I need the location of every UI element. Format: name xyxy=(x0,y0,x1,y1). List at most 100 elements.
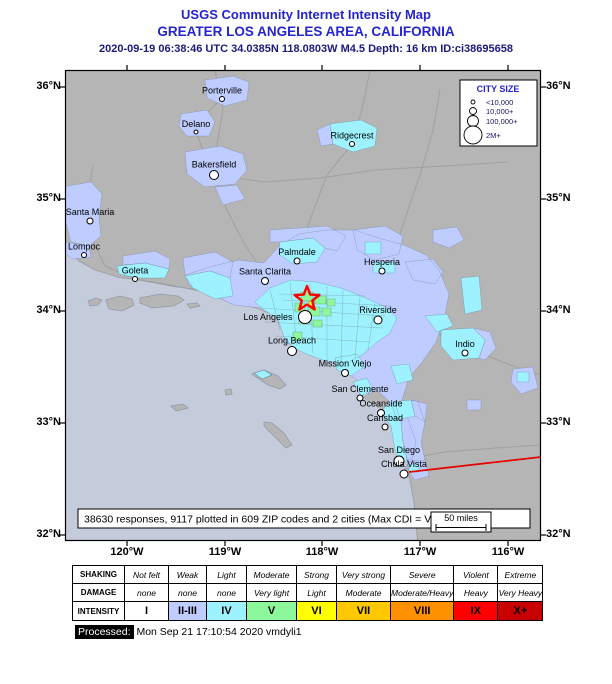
lat-label-right: 32°N xyxy=(546,528,571,540)
city-marker-santa-clarita xyxy=(261,277,269,285)
city-label-santa-maria: Santa Maria xyxy=(66,207,115,217)
legend-cell-intensity-7: IX xyxy=(453,601,499,621)
city-marker-los-angeles xyxy=(298,310,312,324)
city-size-label: 10,000+ xyxy=(486,107,514,116)
city-marker-indio xyxy=(461,349,469,357)
legend-row-label-intensity: INTENSITY xyxy=(72,601,125,621)
intensity-legend-table: SHAKING Not felt Weak Light Moderate Strong Ve… xyxy=(72,565,544,621)
city-label-lompoc: Lompoc xyxy=(68,242,101,252)
legend-cell-shaking-7: Violent xyxy=(453,565,499,584)
city-label-oceanside: Oceanside xyxy=(359,399,402,409)
scale-label: 50 miles xyxy=(444,513,478,523)
legend-cell-damage-2: none xyxy=(206,583,247,602)
processed-value: Mon Sep 21 17:10:54 2020 vmdyli1 xyxy=(136,626,302,638)
lon-label: 119°W xyxy=(208,546,242,558)
legend-cell-intensity-1: II-III xyxy=(168,601,207,621)
legend-cell-shaking-8: Extreme xyxy=(497,565,544,584)
city-size-label: <10,000 xyxy=(486,98,513,107)
city-label-goleta: Goleta xyxy=(122,266,149,276)
legend-cell-shaking-5: Very strong xyxy=(336,565,391,584)
legend-cell-intensity-8: X+ xyxy=(497,601,544,621)
legend-cell-damage-5: Moderate xyxy=(336,583,391,602)
legend-cell-shaking-6: Severe xyxy=(389,565,455,584)
lon-label: 118°W xyxy=(305,546,339,558)
legend-row-label-damage: DAMAGE xyxy=(72,583,125,602)
city-label-delano: Delano xyxy=(182,119,211,129)
map-border xyxy=(64,69,542,542)
city-marker-santa-maria xyxy=(86,217,94,225)
city-marker-delano xyxy=(193,129,199,135)
city-marker-chula-vista xyxy=(399,469,409,479)
header: USGS Community Internet Intensity Map GR… xyxy=(0,7,612,55)
city-size-circle xyxy=(463,125,483,145)
lat-label-left: 34°N xyxy=(36,304,61,316)
legend-cell-damage-1: none xyxy=(168,583,207,602)
legend-row-label-shaking: SHAKING xyxy=(72,565,125,584)
scale-bar: 50 miles xyxy=(430,511,492,533)
lon-label: 116°W xyxy=(491,546,525,558)
lon-label: 117°W xyxy=(403,546,437,558)
legend-cell-intensity-4: VI xyxy=(296,601,337,621)
city-marker-san-diego xyxy=(393,455,405,467)
city-label-los-angeles: Los Angeles xyxy=(243,312,293,322)
legend-cell-damage-7: Heavy xyxy=(453,583,499,602)
processed-footer: Processed: Mon Sep 21 17:10:54 2020 vmdy… xyxy=(75,625,302,639)
city-marker-palmdale xyxy=(293,257,301,265)
city-marker-long-beach xyxy=(287,346,297,356)
city-label-indio: Indio xyxy=(455,339,475,349)
city-size-circle xyxy=(469,107,477,115)
status-text: 38630 responses, 9117 plotted in 609 ZIP… xyxy=(84,514,438,526)
city-label-santa-clarita: Santa Clarita xyxy=(239,267,291,277)
legend-cell-shaking-4: Strong xyxy=(296,565,337,584)
city-marker-lompoc xyxy=(81,252,87,258)
city-marker-mission-viejo xyxy=(341,369,349,377)
city-label-chula-vista: Chula Vista xyxy=(381,459,427,469)
city-marker-oceanside xyxy=(377,409,385,417)
city-labels: Porterville Delano Ridgecrest Bakersfield Sa… xyxy=(66,86,475,470)
city-marker-riverside xyxy=(373,315,383,325)
city-size-legend-title: CITY SIZE xyxy=(477,84,520,94)
city-marker-carlsbad xyxy=(381,423,389,431)
legend-cell-damage-0: none xyxy=(124,583,169,602)
catalina-intensity-patch xyxy=(253,369,273,380)
legend-cell-intensity-0: I xyxy=(124,601,169,621)
city-size-circle xyxy=(467,115,479,127)
city-marker-bakersfield xyxy=(209,170,219,180)
camp-pendleton-gap xyxy=(362,389,390,411)
mexico-border-line xyxy=(408,456,541,473)
city-label-ridgecrest: Ridgecrest xyxy=(330,131,374,141)
event-info: 2020-09-19 06:38:46 UTC 34.0385N 118.080… xyxy=(99,43,513,55)
city-label-san-diego: San Diego xyxy=(378,445,420,455)
city-size-label: 100,000+ xyxy=(486,117,518,126)
lat-label-left: 32°N xyxy=(36,528,61,540)
legend-cell-intensity-3: V xyxy=(246,601,297,621)
city-label-bakersfield: Bakersfield xyxy=(192,160,237,170)
legend-cell-shaking-3: Moderate xyxy=(246,565,297,584)
city-size-label: 2M+ xyxy=(486,131,501,140)
legend-cell-intensity-2: IV xyxy=(206,601,247,621)
region-title: GREATER LOS ANGELES AREA, CALIFORNIA xyxy=(157,24,455,39)
lat-label-left: 33°N xyxy=(36,416,61,428)
channel-islands xyxy=(87,293,293,449)
lat-label-right: 36°N xyxy=(546,80,571,92)
city-label-palmdale: Palmdale xyxy=(278,247,316,257)
legend-cell-shaking-1: Weak xyxy=(168,565,207,584)
epicenter-star-icon xyxy=(293,284,321,311)
map-canvas: Porterville Delano Ridgecrest Bakersfield Sa… xyxy=(60,65,546,546)
lat-label-left: 35°N xyxy=(36,192,61,204)
city-label-carlsbad: Carlsbad xyxy=(367,413,403,423)
city-marker-goleta xyxy=(132,276,138,282)
legend-cell-intensity-6: VIII xyxy=(389,601,455,621)
city-label-hesperia: Hesperia xyxy=(364,257,400,267)
axis-ticks xyxy=(60,65,546,546)
legend-row-shaking: SHAKING Not felt Weak Light Moderate Strong Ve… xyxy=(72,565,544,584)
city-markers xyxy=(81,96,469,479)
city-label-mission-viejo: Mission Viejo xyxy=(319,359,372,369)
city-marker-hesperia xyxy=(378,267,386,275)
lat-label-right: 33°N xyxy=(546,416,571,428)
city-label-long-beach: Long Beach xyxy=(268,336,316,346)
legend-cell-damage-3: Very light xyxy=(246,583,297,602)
processed-label: Processed: xyxy=(75,625,134,639)
